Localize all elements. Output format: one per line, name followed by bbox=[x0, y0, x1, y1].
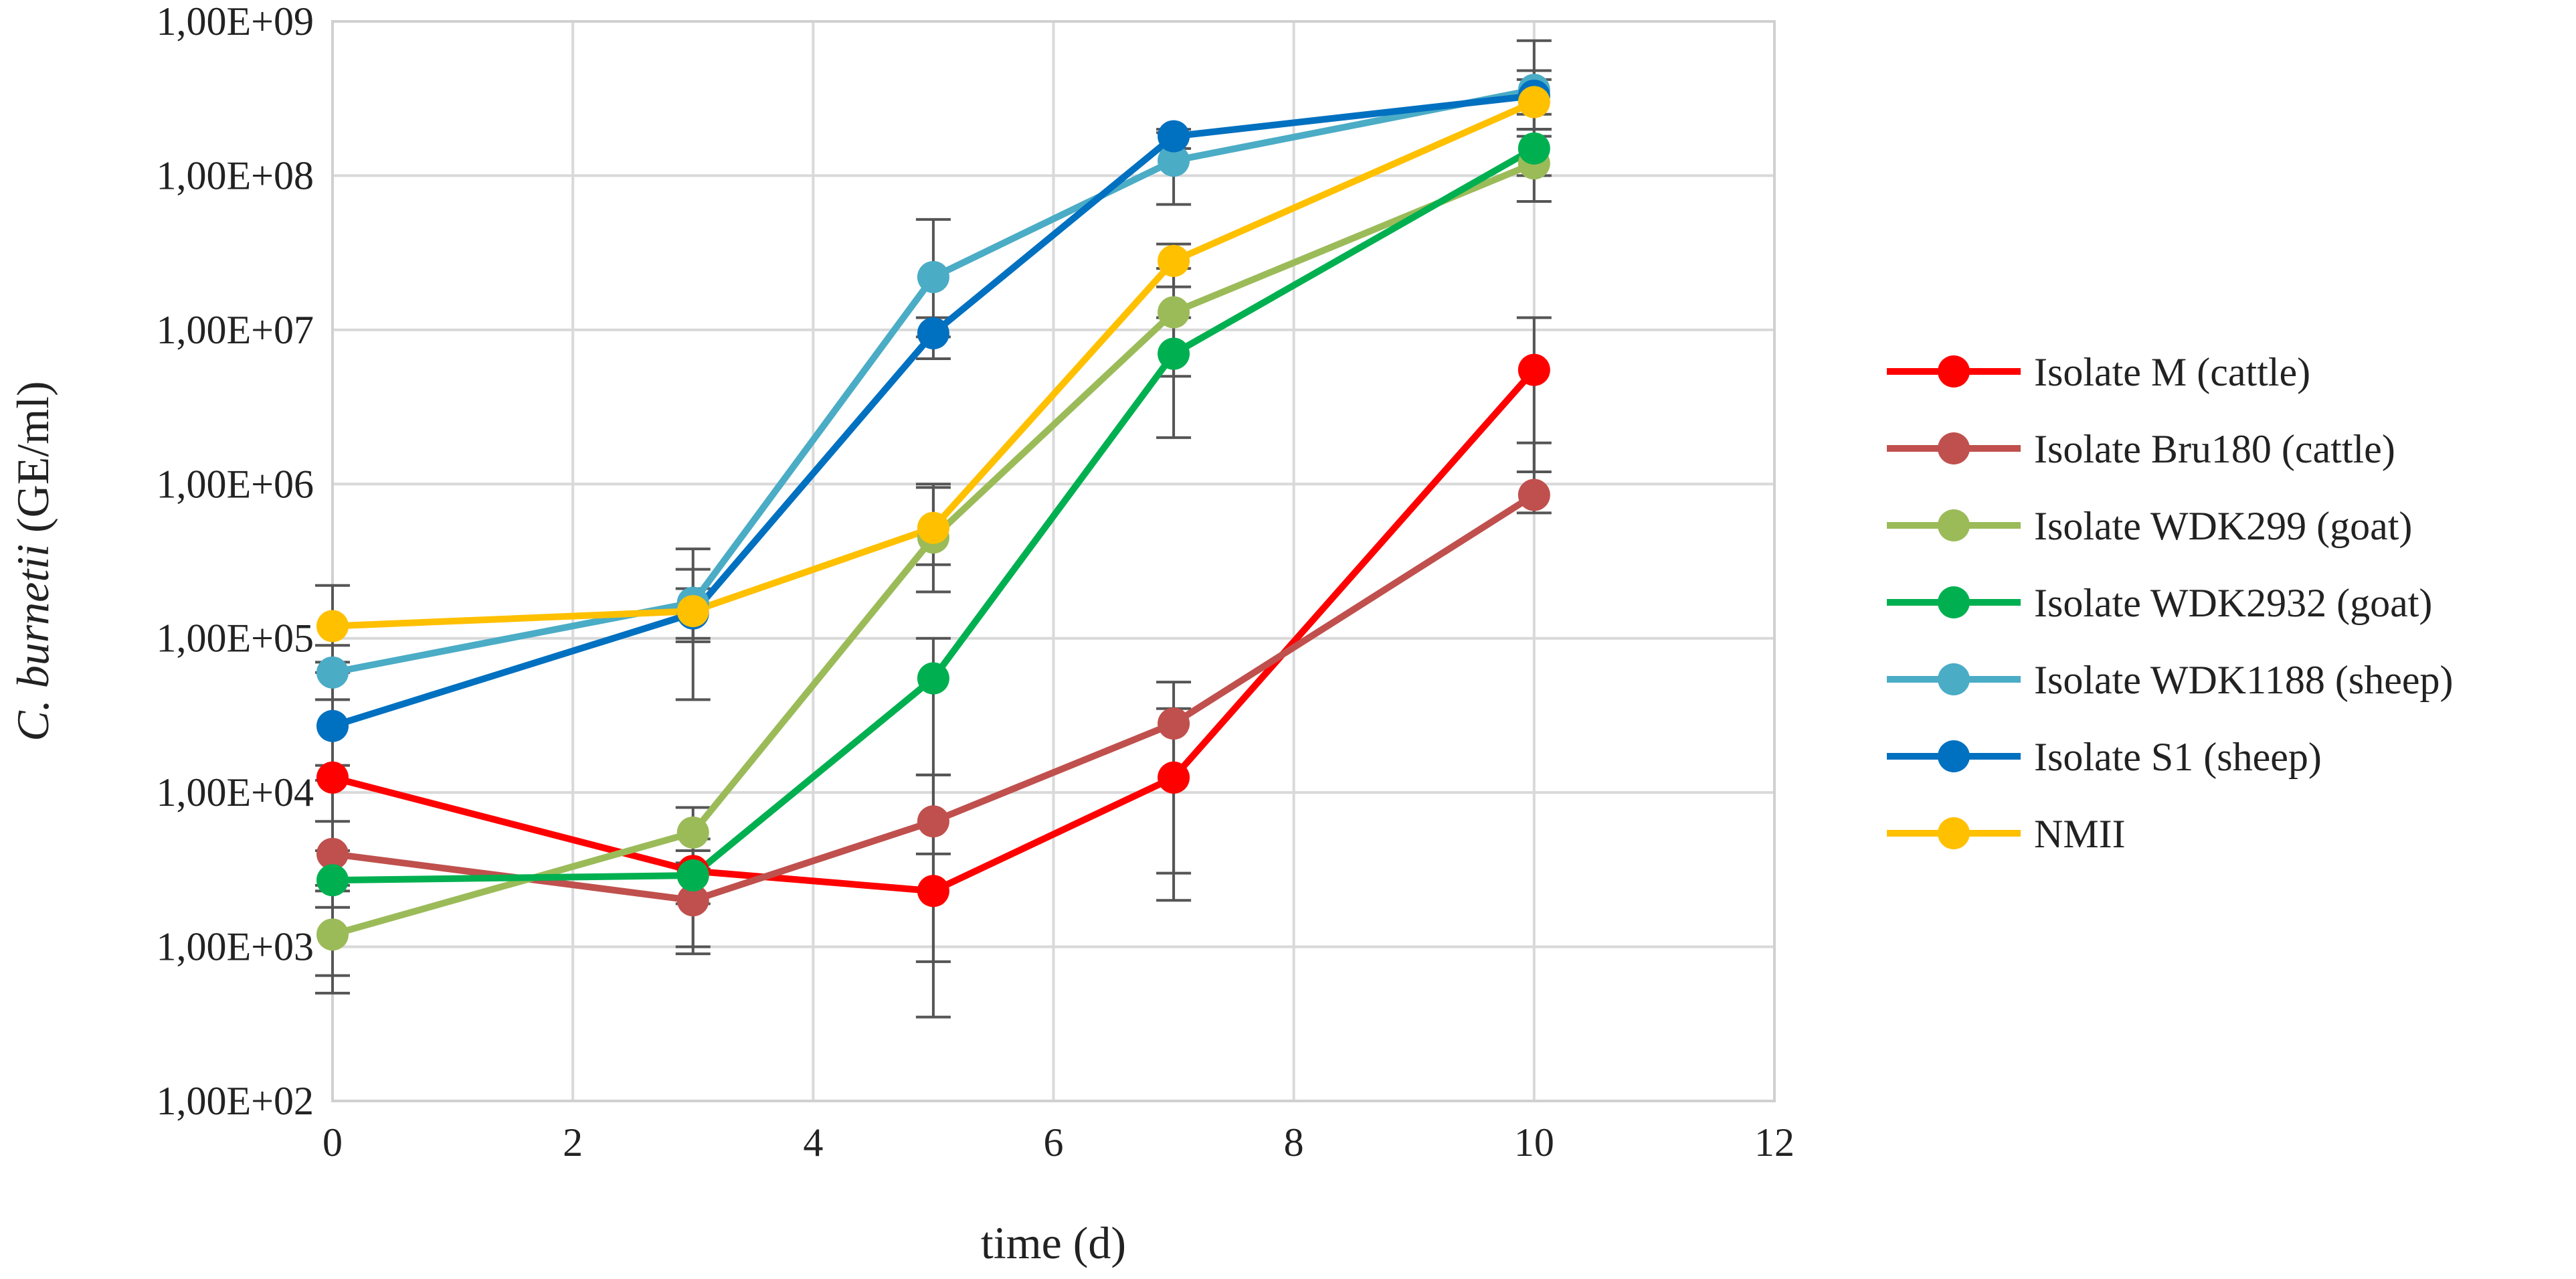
legend-label: Isolate WDK299 (goat) bbox=[2034, 504, 2412, 548]
y-axis-title-unit: (GE/ml) bbox=[7, 381, 58, 544]
x-tick-label: 8 bbox=[1284, 1120, 1304, 1165]
legend-swatch-marker bbox=[1938, 586, 1970, 618]
data-point bbox=[316, 656, 349, 689]
data-point bbox=[1158, 120, 1190, 153]
data-point bbox=[316, 837, 349, 870]
y-tick-label: 1,00E+08 bbox=[157, 153, 314, 197]
plot-frame bbox=[331, 20, 1776, 1102]
legend-swatch-marker bbox=[1938, 509, 1970, 541]
data-points bbox=[316, 74, 1550, 951]
data-point bbox=[676, 859, 709, 892]
y-tick-label: 1,00E+05 bbox=[157, 616, 314, 661]
y-tick-label: 1,00E+06 bbox=[157, 462, 314, 506]
legend-swatch-marker bbox=[1938, 355, 1970, 388]
data-point bbox=[917, 662, 949, 695]
data-point bbox=[1517, 479, 1550, 511]
legend-label: Isolate WDK1188 (sheep) bbox=[2034, 658, 2453, 702]
data-point bbox=[676, 816, 709, 849]
data-point bbox=[917, 805, 949, 838]
x-tick-label: 4 bbox=[803, 1120, 823, 1165]
data-point bbox=[1158, 337, 1190, 370]
data-point bbox=[1158, 707, 1190, 740]
data-point bbox=[316, 610, 349, 643]
x-tick-label: 12 bbox=[1754, 1120, 1795, 1165]
data-point bbox=[917, 317, 949, 349]
data-point bbox=[316, 918, 349, 951]
legend-item: Isolate WDK299 (goat) bbox=[1887, 504, 2412, 548]
y-tick-label: 1,00E+02 bbox=[157, 1079, 314, 1123]
data-point bbox=[1158, 296, 1190, 329]
legend-swatch-marker bbox=[1938, 432, 1970, 464]
x-axis-title: time (d) bbox=[981, 1217, 1126, 1268]
legend: Isolate M (cattle) Isolate Bru180 (cattle… bbox=[1887, 350, 2453, 856]
legend-label: Isolate WDK2932 (goat) bbox=[2034, 581, 2432, 625]
data-point bbox=[316, 761, 349, 794]
tick-labels: 0 2 4 6 8 10 12 1,00E+02 1,00E+03 1,00E+04 1,00E+0… bbox=[157, 0, 1795, 1165]
series-line-6 bbox=[331, 92, 1535, 730]
x-tick-label: 2 bbox=[563, 1120, 583, 1165]
y-axis-title-species: C. burnetii bbox=[7, 544, 58, 742]
y-axis-title: C. burnetii (GE/ml) bbox=[7, 381, 58, 741]
x-tick-label: 6 bbox=[1044, 1120, 1064, 1165]
gridlines bbox=[331, 20, 1776, 1102]
data-point bbox=[917, 875, 949, 908]
x-tick-label: 10 bbox=[1514, 1120, 1554, 1165]
data-point bbox=[676, 884, 709, 917]
legend-swatch-marker bbox=[1938, 817, 1970, 849]
y-tick-label: 1,00E+03 bbox=[157, 925, 314, 969]
data-point bbox=[316, 864, 349, 897]
data-point bbox=[1517, 353, 1550, 386]
data-point bbox=[1158, 145, 1190, 177]
legend-item: Isolate WDK1188 (sheep) bbox=[1887, 658, 2453, 702]
legend-label: Isolate Bru180 (cattle) bbox=[2034, 427, 2395, 471]
y-tick-label: 1,00E+07 bbox=[157, 308, 314, 352]
data-point bbox=[676, 595, 709, 628]
data-point bbox=[1517, 132, 1550, 165]
data-point bbox=[917, 260, 949, 293]
legend-swatch-marker bbox=[1938, 740, 1970, 772]
legend-label: Isolate M (cattle) bbox=[2034, 350, 2310, 394]
legend-swatch-marker bbox=[1938, 663, 1970, 695]
legend-label: Isolate S1 (sheep) bbox=[2034, 735, 2322, 779]
legend-item: Isolate WDK2932 (goat) bbox=[1887, 581, 2432, 625]
y-tick-label: 1,00E+09 bbox=[157, 0, 314, 44]
data-point bbox=[917, 511, 949, 544]
legend-item: NMII bbox=[1887, 812, 2126, 856]
data-point bbox=[316, 709, 349, 742]
data-point bbox=[1158, 761, 1190, 794]
data-point bbox=[1158, 244, 1190, 277]
legend-item: Isolate M (cattle) bbox=[1887, 350, 2310, 394]
x-tick-label: 0 bbox=[323, 1120, 343, 1165]
legend-item: Isolate S1 (sheep) bbox=[1887, 735, 2322, 779]
y-tick-label: 1,00E+04 bbox=[157, 770, 314, 815]
legend-item: Isolate Bru180 (cattle) bbox=[1887, 427, 2395, 471]
legend-label: NMII bbox=[2034, 812, 2126, 856]
data-point bbox=[1517, 86, 1550, 118]
